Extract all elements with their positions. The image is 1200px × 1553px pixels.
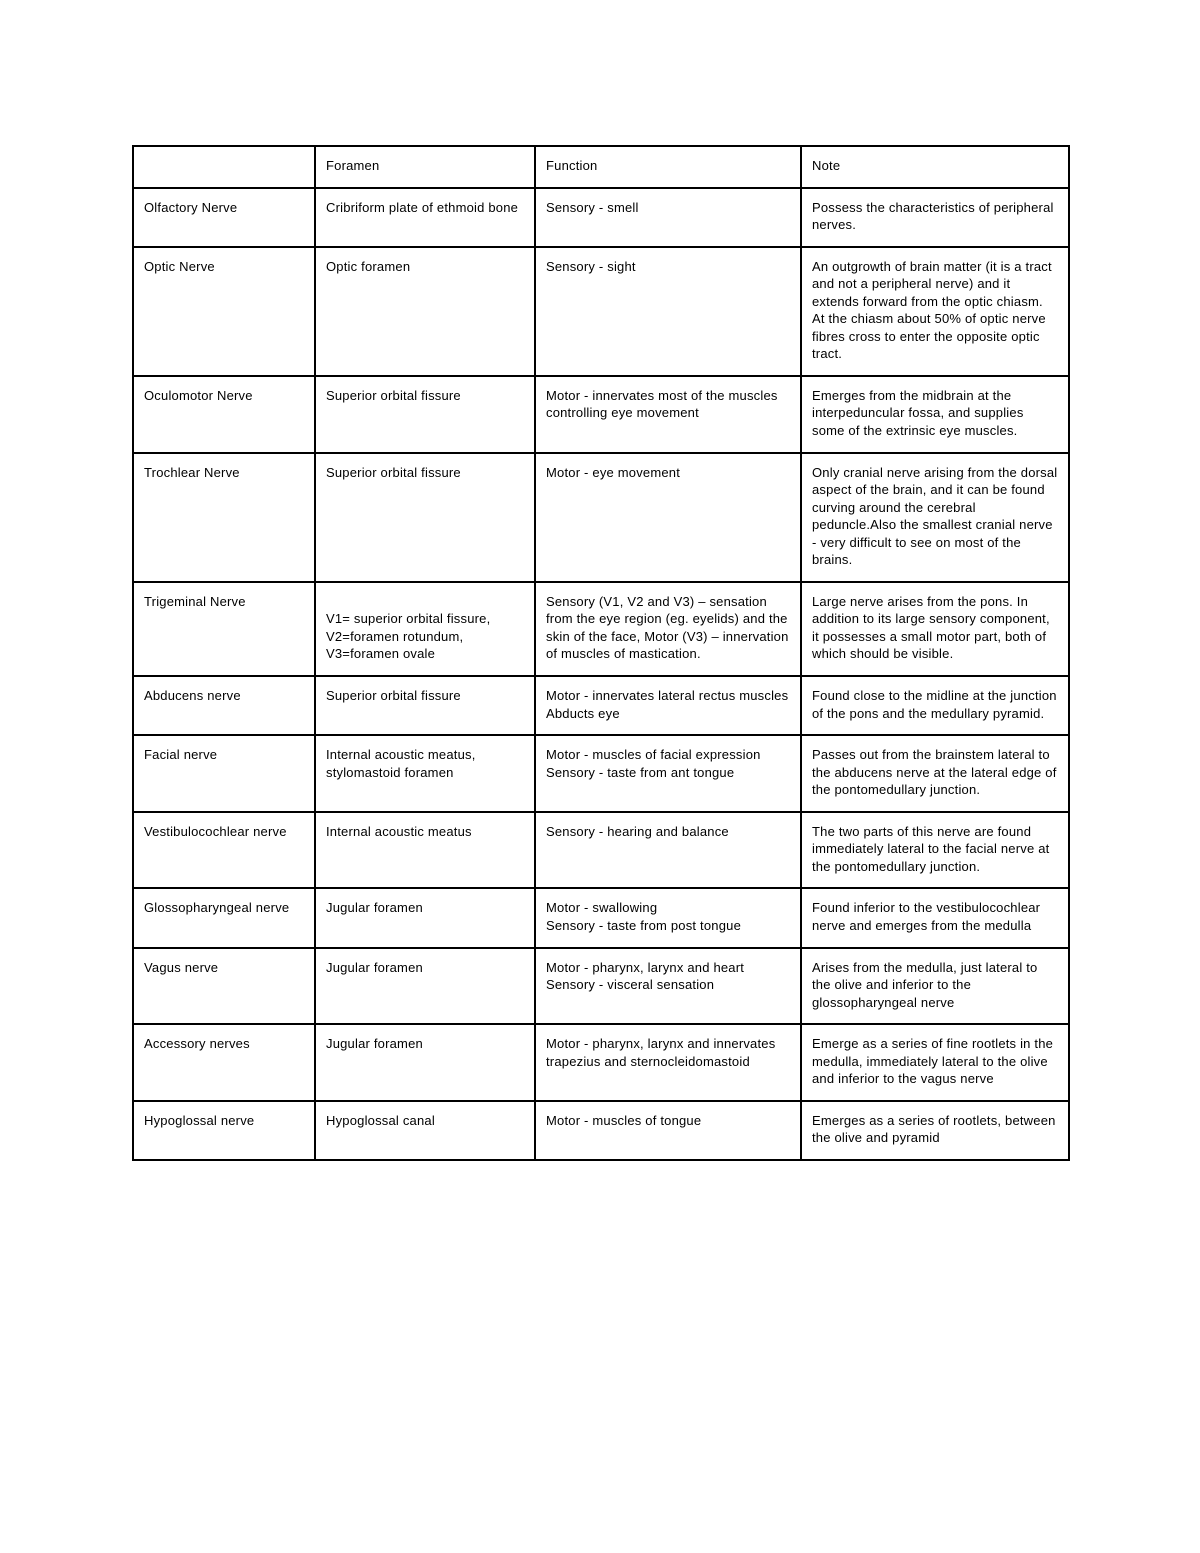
cell-note: Found close to the midline at the juncti… [801,676,1069,735]
cell-function: Motor - innervates most of the muscles c… [535,376,801,453]
cell-note: Emerges as a series of rootlets, between… [801,1101,1069,1160]
cell-foramen: Superior orbital fissure [315,676,535,735]
cell-foramen: Jugular foramen [315,888,535,947]
table-row: Vestibulocochlear nerve Internal acousti… [133,812,1069,889]
cell-nerve: Vestibulocochlear nerve [133,812,315,889]
cell-function: Motor - eye movement [535,453,801,582]
table-row: Trochlear Nerve Superior orbital fissure… [133,453,1069,582]
cell-foramen: Jugular foramen [315,1024,535,1101]
table-header-row: Foramen Function Note [133,146,1069,188]
cell-function: Sensory - sight [535,247,801,376]
cell-foramen: V1= superior orbital fissure, V2=foramen… [315,582,535,676]
cell-function: Motor - muscles of facial expression Sen… [535,735,801,812]
table-row: Glossopharyngeal nerve Jugular foramen M… [133,888,1069,947]
table-row: Optic Nerve Optic foramen Sensory - sigh… [133,247,1069,376]
cell-function: Motor - muscles of tongue [535,1101,801,1160]
table-row: Oculomotor Nerve Superior orbital fissur… [133,376,1069,453]
col-header-foramen: Foramen [315,146,535,188]
cell-note: Emerges from the midbrain at the interpe… [801,376,1069,453]
cell-foramen: Internal acoustic meatus [315,812,535,889]
cell-nerve: Hypoglossal nerve [133,1101,315,1160]
cell-foramen: Optic foramen [315,247,535,376]
cranial-nerves-table: Foramen Function Note Olfactory Nerve Cr… [132,145,1070,1161]
cell-note: Only cranial nerve arising from the dors… [801,453,1069,582]
cell-nerve: Optic Nerve [133,247,315,376]
cell-nerve: Facial nerve [133,735,315,812]
table-row: Vagus nerve Jugular foramen Motor - phar… [133,948,1069,1025]
cell-function: Sensory (V1, V2 and V3) – sensation from… [535,582,801,676]
cell-note: An outgrowth of brain matter (it is a tr… [801,247,1069,376]
col-header-function: Function [535,146,801,188]
cell-foramen: Cribriform plate of ethmoid bone [315,188,535,247]
table-row: Abducens nerve Superior orbital fissure … [133,676,1069,735]
cell-nerve: Abducens nerve [133,676,315,735]
table-row: Olfactory Nerve Cribriform plate of ethm… [133,188,1069,247]
cell-note: Passes out from the brainstem lateral to… [801,735,1069,812]
cell-function: Sensory - hearing and balance [535,812,801,889]
cell-function: Motor - innervates lateral rectus muscle… [535,676,801,735]
cell-foramen: Superior orbital fissure [315,453,535,582]
table-row: Trigeminal Nerve V1= superior orbital fi… [133,582,1069,676]
cell-nerve: Trochlear Nerve [133,453,315,582]
cell-foramen: Internal acoustic meatus, stylomastoid f… [315,735,535,812]
cell-note: Emerge as a series of fine rootlets in t… [801,1024,1069,1101]
cell-nerve: Trigeminal Nerve [133,582,315,676]
cell-foramen: Jugular foramen [315,948,535,1025]
cell-nerve: Accessory nerves [133,1024,315,1101]
cell-note: The two parts of this nerve are found im… [801,812,1069,889]
cell-function: Motor - pharynx, larynx and innervates t… [535,1024,801,1101]
cranial-nerves-table-container: Foramen Function Note Olfactory Nerve Cr… [132,145,1068,1161]
col-header-note: Note [801,146,1069,188]
cell-function: Sensory - smell [535,188,801,247]
col-header-nerve [133,146,315,188]
table-row: Facial nerve Internal acoustic meatus, s… [133,735,1069,812]
cell-note: Possess the characteristics of periphera… [801,188,1069,247]
cell-nerve: Glossopharyngeal nerve [133,888,315,947]
cell-nerve: Olfactory Nerve [133,188,315,247]
cell-nerve: Vagus nerve [133,948,315,1025]
page: Foramen Function Note Olfactory Nerve Cr… [0,0,1200,1553]
table-row: Hypoglossal nerve Hypoglossal canal Moto… [133,1101,1069,1160]
cell-foramen: Hypoglossal canal [315,1101,535,1160]
cell-note: Found inferior to the vestibulocochlear … [801,888,1069,947]
cell-foramen: Superior orbital fissure [315,376,535,453]
cell-function: Motor - swallowing Sensory - taste from … [535,888,801,947]
cell-nerve: Oculomotor Nerve [133,376,315,453]
cell-function: Motor - pharynx, larynx and heart Sensor… [535,948,801,1025]
table-row: Accessory nerves Jugular foramen Motor -… [133,1024,1069,1101]
cell-note: Arises from the medulla, just lateral to… [801,948,1069,1025]
cell-note: Large nerve arises from the pons. In add… [801,582,1069,676]
